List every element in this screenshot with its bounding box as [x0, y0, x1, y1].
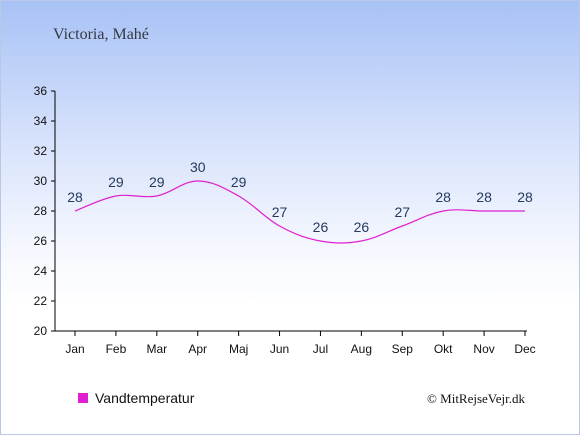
chart-title: Victoria, Mahé: [53, 26, 149, 43]
data-label: 27: [272, 204, 288, 220]
data-label: 26: [313, 219, 329, 235]
data-label: 28: [517, 189, 533, 205]
x-tick-label: Jan: [65, 342, 84, 356]
x-tick-label: Okt: [434, 342, 453, 356]
legend-marker: [78, 393, 88, 403]
x-tick-label: Aug: [351, 342, 372, 356]
x-tick-label: Sep: [392, 342, 414, 356]
x-tick-label: Nov: [473, 342, 494, 356]
y-tick-label: 28: [34, 204, 48, 218]
data-label: 29: [108, 174, 124, 190]
legend-label: Vandtemperatur: [95, 390, 195, 406]
series-line-vandtemperatur: [74, 180, 525, 244]
data-label: 26: [354, 219, 370, 235]
data-labels: 28 29 29 30 29 27 26 26 27 28 28 28: [67, 159, 533, 235]
x-tick-label: Dec: [514, 342, 535, 356]
data-label: 29: [231, 174, 247, 190]
data-label: 29: [149, 174, 165, 190]
y-tick-label: 22: [34, 294, 48, 308]
y-tick-label: 20: [34, 324, 48, 338]
x-tick-label: Jul: [313, 342, 328, 356]
data-label: 28: [476, 189, 492, 205]
series-group: [74, 180, 525, 244]
x-tick-label: Apr: [188, 342, 207, 356]
data-label: 28: [435, 189, 451, 205]
data-label: 28: [67, 189, 83, 205]
y-axis: 20 22 24 26 28 30 32 34 36: [34, 84, 56, 338]
y-tick-label: 24: [34, 264, 48, 278]
x-tick-label: Feb: [106, 342, 127, 356]
x-tick-label: Mar: [146, 342, 167, 356]
y-tick-label: 26: [34, 234, 48, 248]
data-label: 27: [394, 204, 410, 220]
credit-text: © MitRejseVejr.dk: [427, 391, 525, 406]
x-tick-label: Jun: [270, 342, 289, 356]
x-axis: Jan Feb Mar Apr Maj Jun Jul Aug Sep Okt Nov Dec: [55, 330, 536, 356]
y-tick-label: 34: [34, 114, 48, 128]
x-tick-label: Maj: [229, 342, 248, 356]
y-tick-label: 30: [34, 174, 48, 188]
y-tick-label: 36: [34, 84, 48, 98]
y-tick-label: 32: [34, 144, 48, 158]
data-label: 30: [190, 159, 206, 175]
